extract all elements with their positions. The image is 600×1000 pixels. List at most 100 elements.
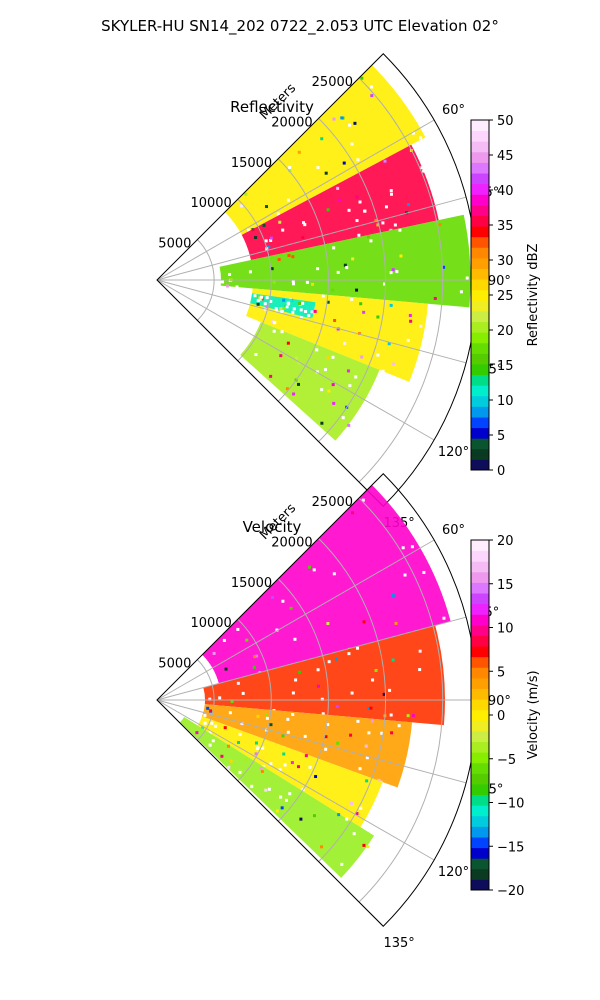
- data-speckle: [340, 116, 344, 120]
- colorbar-swatch: [471, 582, 489, 594]
- data-speckle: [361, 498, 365, 502]
- radial-tick-label: 5000: [158, 237, 191, 252]
- data-speckle: [271, 595, 275, 599]
- data-speckle: [282, 306, 286, 310]
- data-speckle: [244, 757, 248, 761]
- data-speckle: [422, 169, 426, 173]
- data-speckle: [356, 158, 360, 162]
- data-speckle: [399, 254, 403, 258]
- data-speckle: [315, 348, 319, 352]
- data-speckle: [212, 651, 216, 655]
- data-speckle: [363, 209, 367, 213]
- data-speckle: [304, 310, 308, 314]
- colorbar-swatch: [471, 762, 489, 774]
- colorbar-swatch: [471, 353, 489, 365]
- colorbar-swatch: [471, 321, 489, 333]
- data-speckle: [335, 657, 339, 661]
- data-speckle: [345, 817, 349, 821]
- azimuth-gridline: [156, 699, 435, 861]
- colorbar-tick-label: 20: [497, 534, 514, 549]
- data-speckle: [203, 721, 207, 725]
- data-speckle: [303, 734, 307, 738]
- radial-tick-label: 10000: [190, 196, 231, 211]
- data-speckle: [335, 704, 339, 708]
- data-speckle: [382, 692, 386, 696]
- radial-tick-label: 10000: [190, 616, 231, 631]
- data-speckle: [320, 388, 324, 392]
- data-field: [224, 65, 426, 235]
- data-speckle: [280, 806, 284, 810]
- data-speckle: [265, 296, 269, 300]
- colorbar-swatch: [471, 677, 489, 689]
- data-speckle: [298, 301, 302, 305]
- data-speckle: [230, 700, 234, 704]
- data-speckle: [254, 353, 258, 357]
- data-speckle: [370, 94, 374, 98]
- colorbar-swatch: [471, 773, 489, 785]
- data-speckle: [281, 599, 285, 603]
- azimuth-tick-label: 90°: [488, 274, 511, 289]
- colorbar-swatch: [471, 783, 489, 796]
- data-speckle: [279, 795, 283, 799]
- data-speckle: [332, 401, 336, 405]
- velocity-panel: Velocity50001000015000200002500060°75°90…: [156, 473, 541, 951]
- data-speckle: [281, 228, 285, 232]
- data-speckle: [244, 192, 248, 196]
- colorbar-swatch: [471, 130, 489, 142]
- colorbar-tick-label: 0: [497, 709, 505, 724]
- data-speckle: [321, 712, 325, 716]
- data-speckle: [389, 189, 393, 193]
- data-speckle: [356, 719, 360, 723]
- data-speckle: [280, 308, 284, 312]
- data-speckle: [359, 806, 363, 810]
- radial-tick-label: 20000: [271, 115, 312, 130]
- data-speckle: [228, 272, 232, 276]
- data-field-group: [219, 65, 471, 441]
- data-speckle: [291, 310, 295, 314]
- data-speckle: [279, 307, 283, 311]
- data-speckle: [240, 722, 244, 726]
- data-speckle: [377, 778, 381, 782]
- azimuth-gridline: [156, 616, 467, 701]
- data-speckle: [367, 706, 371, 710]
- data-speckle: [369, 239, 373, 243]
- panel-title: Velocity: [243, 518, 302, 536]
- colorbar-swatch: [471, 847, 489, 859]
- data-speckle: [303, 223, 307, 227]
- data-speckle: [320, 421, 324, 425]
- data-speckle: [294, 678, 298, 682]
- data-speckle: [327, 660, 331, 664]
- data-speckle: [195, 731, 199, 735]
- data-speckle: [269, 374, 273, 378]
- data-speckle: [355, 288, 359, 292]
- colorbar-swatch: [471, 709, 489, 721]
- data-speckle: [343, 263, 347, 267]
- colorbar-swatch: [471, 730, 489, 743]
- data-speckle: [374, 668, 378, 672]
- data-speckle: [281, 734, 285, 738]
- azimuth-gridline: [156, 279, 435, 441]
- data-speckle: [226, 744, 230, 748]
- data-speckle: [229, 759, 233, 763]
- data-speckle: [442, 616, 446, 620]
- colorbar-swatch: [471, 826, 489, 838]
- colorbar-swatch: [471, 879, 489, 891]
- data-speckle: [288, 165, 292, 169]
- colorbar-swatch: [471, 667, 489, 679]
- data-speckle: [326, 208, 330, 212]
- radial-tick-label: 5000: [158, 657, 191, 672]
- data-speckle: [287, 254, 291, 258]
- data-speckle: [264, 728, 268, 732]
- data-speckle: [355, 219, 359, 223]
- data-speckle: [283, 763, 287, 767]
- colorbar-swatch: [471, 741, 489, 753]
- data-speckle: [316, 668, 320, 672]
- data-speckle: [211, 739, 215, 743]
- data-speckle: [254, 752, 258, 756]
- data-speckle: [324, 171, 328, 175]
- colorbar-swatch: [471, 310, 489, 323]
- azimuth-tick-label: 120°: [438, 445, 469, 460]
- data-speckle: [410, 545, 414, 549]
- data-speckle: [286, 198, 290, 202]
- data-speckle: [208, 697, 212, 701]
